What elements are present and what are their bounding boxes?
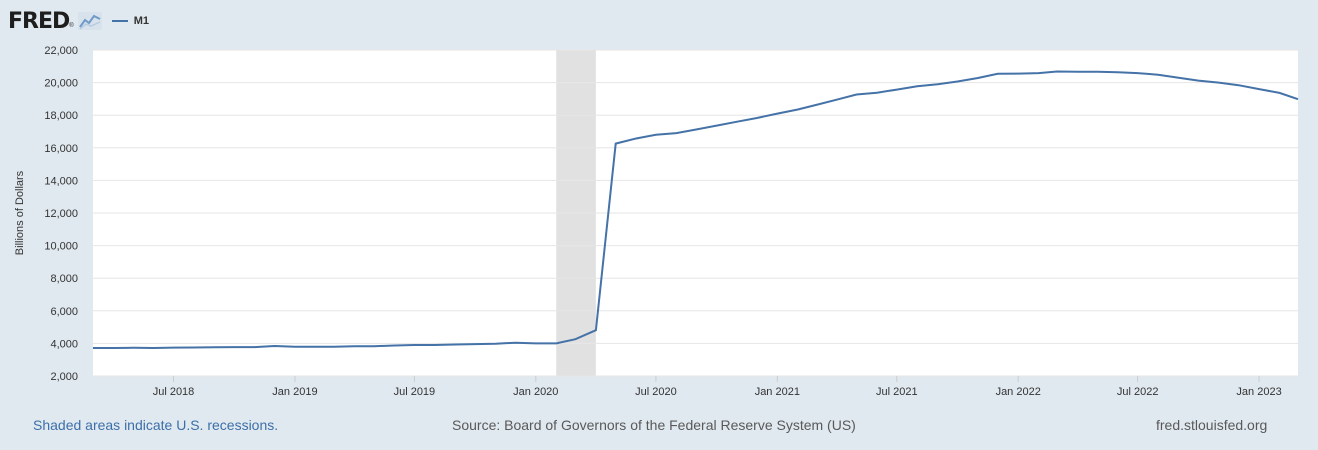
x-tick-label: Jul 2020: [635, 386, 677, 398]
recession-note[interactable]: Shaded areas indicate U.S. recessions.: [33, 417, 279, 433]
y-tick-label: 18,000: [44, 110, 78, 122]
x-axis-ticks: Jul 2018 Jan 2019 Jul 2019 Jan 2020 Jul 2020…: [153, 376, 1282, 398]
x-tick-label: Jan 2021: [755, 386, 800, 398]
x-tick-label: Jul 2018: [153, 386, 195, 398]
x-tick-label: Jan 2020: [513, 386, 558, 398]
chart-legend[interactable]: M1: [111, 15, 149, 27]
chart-canvas: 2,000 4,000 6,000 8,000 10,000 12,000 14,000 16…: [14, 45, 1299, 398]
x-tick-label: Jan 2023: [1236, 386, 1281, 398]
site-url-link[interactable]: fred.stlouisfed.org: [1156, 417, 1268, 433]
x-tick-label: Jul 2021: [876, 386, 918, 398]
y-tick-label: 22,000: [44, 45, 78, 57]
grid-layer: [93, 49, 1298, 377]
y-tick-label: 6,000: [50, 306, 78, 318]
y-tick-label: 2,000: [50, 371, 78, 383]
y-tick-label: 12,000: [44, 208, 78, 220]
fred-logo-registered-mark: ®: [69, 22, 74, 29]
y-tick-label: 8,000: [50, 273, 78, 285]
y-tick-label: 16,000: [44, 143, 78, 155]
legend-line-swatch: [111, 20, 128, 22]
y-axis-title: Billions of Dollars: [14, 170, 26, 255]
x-tick-label: Jan 2022: [996, 386, 1041, 398]
chart-header: FRED ® M1: [8, 6, 149, 36]
legend-label-m1: M1: [133, 15, 149, 27]
y-tick-label: 14,000: [44, 175, 78, 187]
y-tick-label: 4,000: [50, 338, 78, 350]
x-tick-label: Jul 2022: [1117, 386, 1159, 398]
y-axis-ticks: 2,000 4,000 6,000 8,000 10,000 12,000 14,000 16…: [44, 45, 78, 383]
y-tick-label: 20,000: [44, 78, 78, 90]
x-tick-label: Jan 2019: [272, 386, 317, 398]
fred-logo[interactable]: FRED ®: [8, 9, 102, 34]
y-tick-label: 10,000: [44, 241, 78, 253]
m1-series-line[interactable]: [93, 70, 1299, 350]
fred-logo-text: FRED: [8, 8, 70, 34]
fred-graph-icon: [77, 12, 102, 30]
x-tick-label: Jul 2019: [394, 386, 436, 398]
source-note: Source: Board of Governors of the Federa…: [452, 417, 856, 433]
